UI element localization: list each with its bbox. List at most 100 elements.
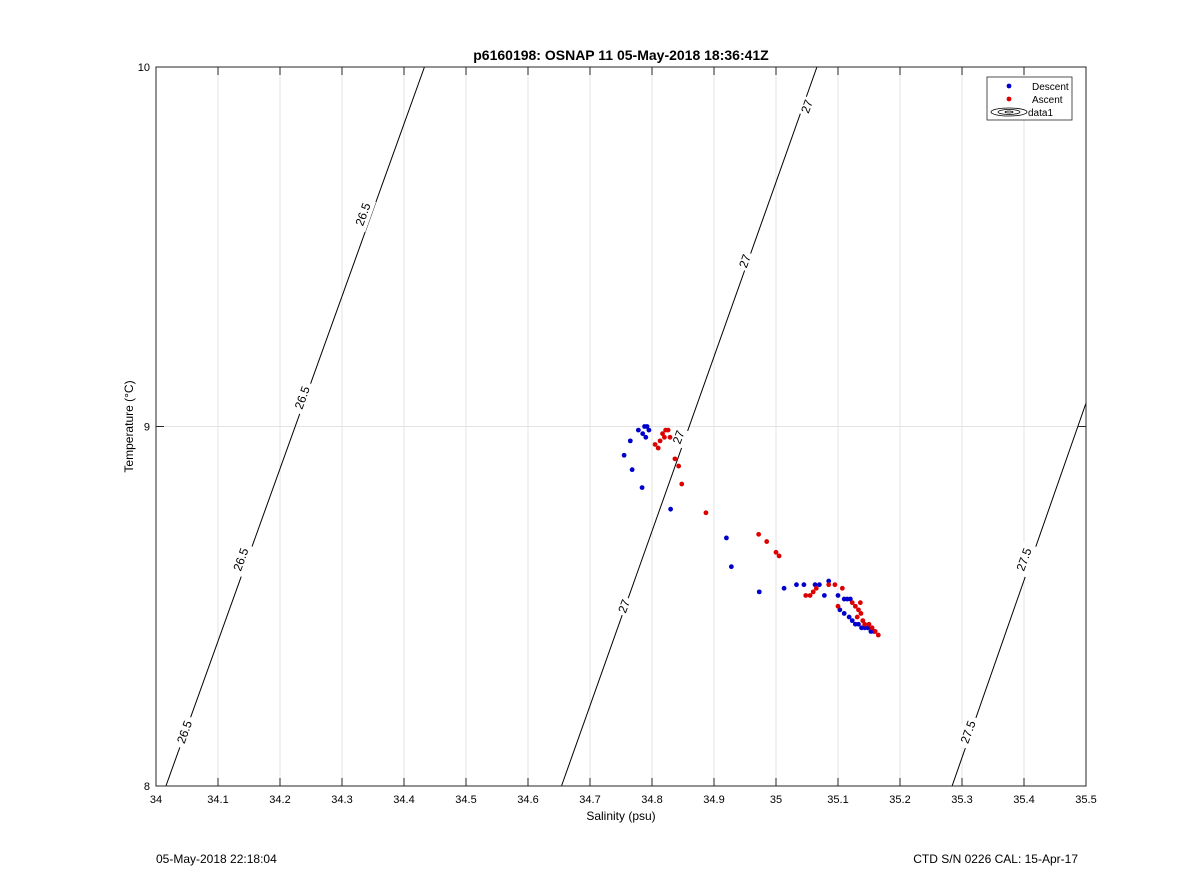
descent-point <box>629 467 635 473</box>
contour-label: 27.5 <box>1011 541 1037 578</box>
legend-label: Descent <box>1032 82 1069 93</box>
descent-point <box>668 506 673 512</box>
ascent-point <box>665 427 671 433</box>
ascent-point <box>858 611 864 616</box>
descent-point <box>639 485 645 491</box>
svg-text:26.5: 26.5 <box>174 718 195 745</box>
descent-point <box>643 434 649 440</box>
descent-point <box>728 564 734 570</box>
descent-point <box>640 431 646 437</box>
x-tick-label: 34.9 <box>703 794 724 806</box>
contour-label: 27 <box>668 426 690 449</box>
x-tick-label: 35.3 <box>951 794 972 806</box>
ascent-point <box>839 585 845 591</box>
ascent-point <box>764 539 770 544</box>
legend-box <box>986 76 1073 121</box>
footer-ctd-calibration: CTD S/N 0226 CAL: 15-Apr-17 <box>913 852 1078 866</box>
ascent-point <box>852 603 858 609</box>
ascent-point <box>849 600 855 606</box>
descent-point <box>724 535 729 541</box>
ascent-point <box>826 582 832 588</box>
contour-label: 27.5 <box>955 714 982 750</box>
contour-label: 27 <box>734 249 756 273</box>
descent-point <box>646 427 652 433</box>
ascent-point <box>657 438 663 444</box>
ascent-point <box>875 632 881 638</box>
descent-point <box>849 618 855 624</box>
descent-point <box>644 424 650 429</box>
x-tick-label: 35 <box>770 794 782 806</box>
ascent-point <box>869 625 875 631</box>
descent-point <box>817 582 822 588</box>
y-tick-label: 9 <box>144 422 150 434</box>
ascent-point <box>810 589 816 595</box>
ascent-point <box>872 629 878 634</box>
ascent-point <box>773 549 779 555</box>
contour-label: 27 <box>796 95 818 118</box>
ascent-point <box>807 593 813 598</box>
contour-label: 26.5 <box>171 714 198 750</box>
isopycnal-line <box>165 67 425 786</box>
descent-point <box>846 614 852 620</box>
x-tick-label: 34.5 <box>455 794 476 806</box>
descent-point <box>756 589 762 595</box>
isopycnal-line <box>561 67 818 786</box>
descent-point <box>635 427 641 433</box>
ascent-point <box>857 600 863 606</box>
legend-label: data1 <box>1028 108 1053 119</box>
svg-text:27: 27 <box>798 98 816 116</box>
ascent-point <box>776 553 782 559</box>
legend-descent-marker <box>1006 83 1012 89</box>
ascent-point <box>860 618 866 624</box>
x-tick-label: 34.3 <box>331 794 352 806</box>
svg-text:27: 27 <box>670 428 688 446</box>
ascent-point <box>679 481 685 487</box>
ascent-point <box>832 582 838 588</box>
descent-point <box>826 578 832 584</box>
x-tick-label: 34.6 <box>517 794 538 806</box>
ascent-point <box>703 510 709 516</box>
descent-point <box>801 582 807 588</box>
x-tick-label: 34.1 <box>207 794 228 806</box>
ascent-point <box>803 593 809 598</box>
svg-text:27.5: 27.5 <box>958 718 979 745</box>
x-tick-label: 34.2 <box>269 794 290 806</box>
contour-label: 26.5 <box>227 541 254 578</box>
x-tick-label: 34.4 <box>393 794 414 806</box>
svg-text:26.5: 26.5 <box>230 546 251 573</box>
ascent-point <box>662 434 667 440</box>
descent-point <box>781 585 787 591</box>
descent-point <box>848 596 853 602</box>
chart-title: p6160198: OSNAP 11 05-May-2018 18:36:41Z <box>473 47 769 63</box>
ascent-point <box>667 434 673 440</box>
y-tick-label: 10 <box>138 62 150 74</box>
ts-diagram: 26.5 26.5 26.5 26.5 27 27 27 27 27.5 27.5 34 34.1 34… <box>122 47 1097 823</box>
y-axis-label: Temperature (°C) <box>122 380 136 472</box>
contour-label: 26.5 <box>350 196 377 233</box>
contour-label: 27 <box>613 595 635 618</box>
svg-text:26.5: 26.5 <box>353 201 374 228</box>
x-tick-label: 34 <box>150 794 162 806</box>
ascent-point <box>655 445 661 451</box>
descent-point <box>794 582 799 588</box>
ascent-point <box>835 603 841 609</box>
svg-text:26.5: 26.5 <box>292 384 313 411</box>
ascent-point <box>676 463 682 469</box>
ascent-point <box>813 585 819 591</box>
x-axis-label: Salinity (psu) <box>586 809 655 823</box>
x-tick-label: 35.1 <box>827 794 848 806</box>
x-tick-label: 34.7 <box>579 794 600 806</box>
footer-timestamp: 05-May-2018 22:18:04 <box>156 852 277 866</box>
descent-point <box>835 593 841 598</box>
descent-point <box>621 452 627 458</box>
legend-ascent-marker <box>1006 96 1012 102</box>
ascent-point <box>672 456 678 462</box>
descent-point <box>856 621 861 627</box>
svg-text:27: 27 <box>615 597 633 615</box>
legend-label: Ascent <box>1032 95 1063 106</box>
ascent-point <box>856 607 861 613</box>
descent-point <box>837 607 843 613</box>
ascent-point <box>660 431 665 437</box>
descent-point <box>627 438 633 444</box>
contour-label: 26.5 <box>289 379 316 416</box>
